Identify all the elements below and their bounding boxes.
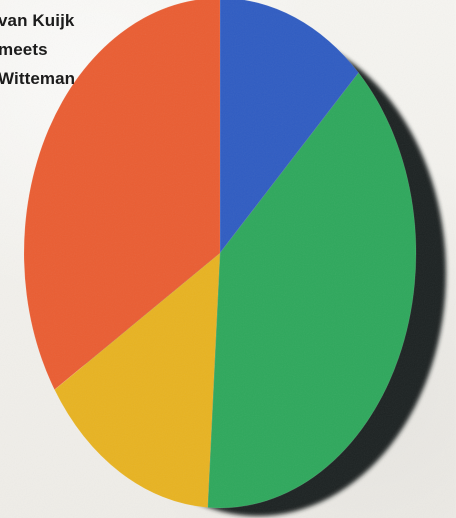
print-texture-overlay <box>24 0 416 508</box>
caption-line-3: Witteman <box>0 69 76 88</box>
caption-line-2: meets <box>0 40 48 59</box>
chart-caption: van Kuijk meets Witteman <box>0 6 88 93</box>
caption-line-1: van Kuijk <box>0 11 75 30</box>
